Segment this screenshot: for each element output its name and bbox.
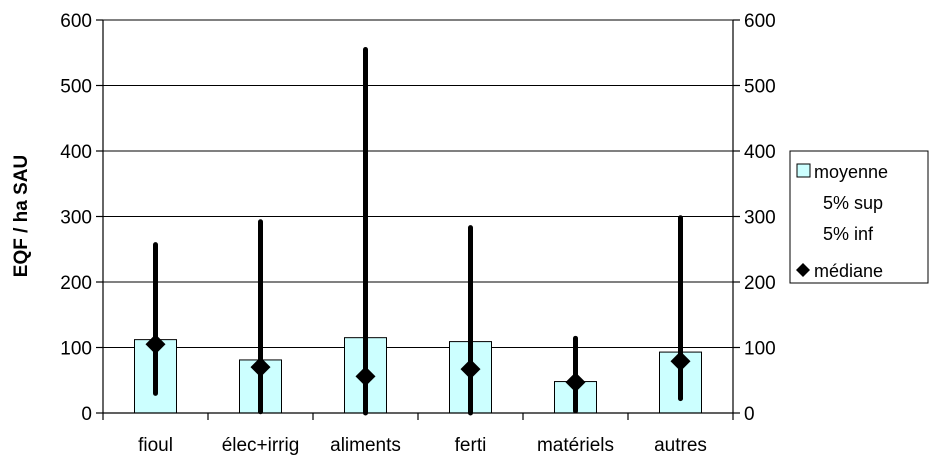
y-tick-label-right: 500 (744, 77, 776, 98)
grid-lines (103, 19, 733, 348)
median-marker (670, 351, 691, 372)
y-tick-label-left: 200 (60, 273, 92, 294)
y-tick-label-right: 200 (744, 273, 776, 294)
median-marker (355, 366, 376, 387)
legend-label-moyenne: moyenne (814, 162, 888, 182)
legend-label-mediane: médiane (814, 261, 883, 281)
y-tick-label-left: 300 (60, 208, 92, 229)
ticks (96, 19, 740, 420)
x-tick-label: élec+irrig (222, 435, 300, 456)
legend-label-5-sup: 5% sup (823, 193, 883, 213)
median-marker (565, 372, 586, 393)
range-lines (153, 46, 683, 416)
y-tick-label-right: 100 (744, 339, 776, 360)
median-marker (145, 334, 166, 355)
y-axis-title: EQF / ha SAU (11, 155, 32, 277)
legend-marker-mediane (796, 263, 810, 277)
bars (134, 337, 702, 414)
x-tick-label: matériels (537, 435, 614, 456)
legend: moyenne 5% sup 5% inf médiane (789, 150, 929, 284)
labels: 0 0 100 100 200 200 300 300 400 400 500 500 600 600 fi… (60, 11, 775, 456)
y-tick-label-left: 100 (60, 339, 92, 360)
y-tick-label-right: 600 (744, 11, 776, 32)
median-markers (145, 334, 691, 393)
x-tick-label: fioul (138, 435, 173, 456)
legend-swatch-moyenne (796, 163, 811, 178)
x-tick-label: aliments (330, 435, 401, 456)
median-marker (250, 357, 271, 378)
y-tick-label-right: 0 (744, 404, 755, 425)
median-marker (460, 359, 481, 380)
legend-label-5-inf: 5% inf (823, 224, 874, 244)
x-tick-label: autres (654, 435, 707, 456)
legend-box (789, 150, 929, 284)
y-tick-label-left: 400 (60, 142, 92, 163)
y-tick-label-right: 400 (744, 142, 776, 163)
y-tick-label-right: 300 (744, 208, 776, 229)
x-tick-label: ferti (455, 435, 487, 456)
y-tick-label-left: 500 (60, 77, 92, 98)
y-tick-label-left: 600 (60, 11, 92, 32)
y-tick-label-left: 0 (81, 404, 92, 425)
